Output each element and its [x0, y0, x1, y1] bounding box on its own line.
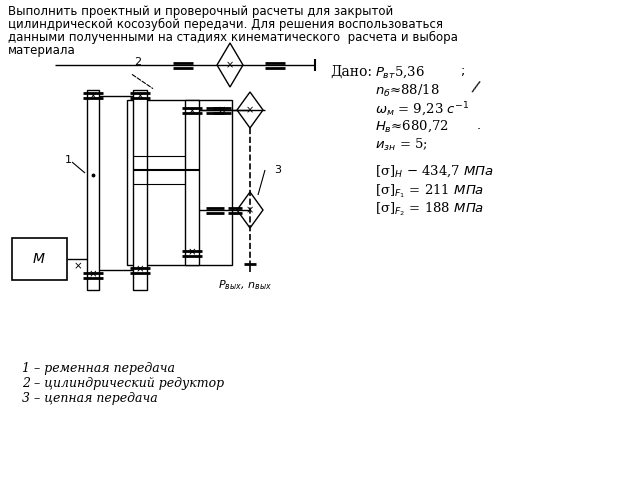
Text: [σ]$_{\mathit{F_2}}$ = 188 $\mathit{МПа}$: [σ]$_{\mathit{F_2}}$ = 188 $\mathit{МПа}… [375, 200, 484, 217]
Text: 2 – цилиндрический редуктор: 2 – цилиндрический редуктор [22, 377, 224, 390]
Text: 1 – ременная передача: 1 – ременная передача [22, 362, 175, 375]
Text: [σ]$_{\mathit{H}}$ − 434,7 $\mathit{МПа}$: [σ]$_{\mathit{H}}$ − 434,7 $\mathit{МПа}… [375, 164, 494, 180]
Polygon shape [217, 43, 243, 87]
Text: $\mathit{n_{б}}$≈88/18: $\mathit{n_{б}}$≈88/18 [375, 83, 440, 99]
Bar [127, 100, 232, 265]
Text: Дано:: Дано: [330, 65, 372, 79]
Text: цилиндрической косозубой передачи. Для решения воспользоваться: цилиндрической косозубой передачи. Для р… [8, 18, 443, 31]
Text: 3 – цепная передача: 3 – цепная передача [22, 392, 157, 405]
Text: 2: 2 [134, 57, 141, 67]
Text: ×: × [246, 205, 254, 215]
Bar [133, 90, 147, 290]
Text: 1: 1 [65, 155, 72, 165]
Polygon shape [237, 192, 263, 228]
Text: данными полученными на стадиях кинематического  расчета и выбора: данными полученными на стадиях кинематич… [8, 31, 458, 44]
Text: ×: × [136, 264, 145, 274]
Bar [185, 100, 199, 265]
Text: 3: 3 [275, 165, 282, 175]
Text: $P_{вых}$, $n_{вых}$: $P_{вых}$, $n_{вых}$ [218, 278, 272, 292]
Text: Выполнить проектный и проверочный расчеты для закрытой: Выполнить проектный и проверочный расчет… [8, 5, 393, 18]
Polygon shape [237, 92, 263, 128]
Text: [σ]$_{\mathit{F_1}}$ = 211 $\mathit{МПа}$: [σ]$_{\mathit{F_1}}$ = 211 $\mathit{МПа}… [375, 182, 484, 200]
Text: /: / [470, 80, 480, 96]
Bar [12, 238, 67, 280]
Text: .: . [477, 119, 481, 132]
Text: $\mathit{H_{в}}$≈680,72: $\mathit{H_{в}}$≈680,72 [375, 119, 449, 134]
Text: ×: × [88, 91, 97, 101]
Text: ×: × [188, 247, 196, 257]
Text: ×: × [218, 105, 227, 115]
Text: ×: × [88, 269, 97, 279]
Text: ;: ; [460, 65, 465, 78]
Text: ×: × [246, 105, 254, 115]
Text: материала: материала [8, 44, 76, 57]
Text: $\mathit{P_{вт}}$5,36: $\mathit{P_{вт}}$5,36 [375, 65, 425, 81]
Text: $\mathit{\omega_{м}}$ = 9,23 $\mathit{c^{-1}}$: $\mathit{\omega_{м}}$ = 9,23 $\mathit{c^… [375, 101, 469, 119]
Text: ×: × [226, 60, 234, 70]
Bar [87, 90, 99, 290]
Text: $\mathit{и_{зн}}$ = 5;: $\mathit{и_{зн}}$ = 5; [375, 137, 428, 153]
Text: ×: × [188, 106, 196, 116]
Text: ×: × [74, 261, 83, 271]
Text: M: M [33, 252, 45, 266]
Text: ×: × [136, 91, 145, 101]
